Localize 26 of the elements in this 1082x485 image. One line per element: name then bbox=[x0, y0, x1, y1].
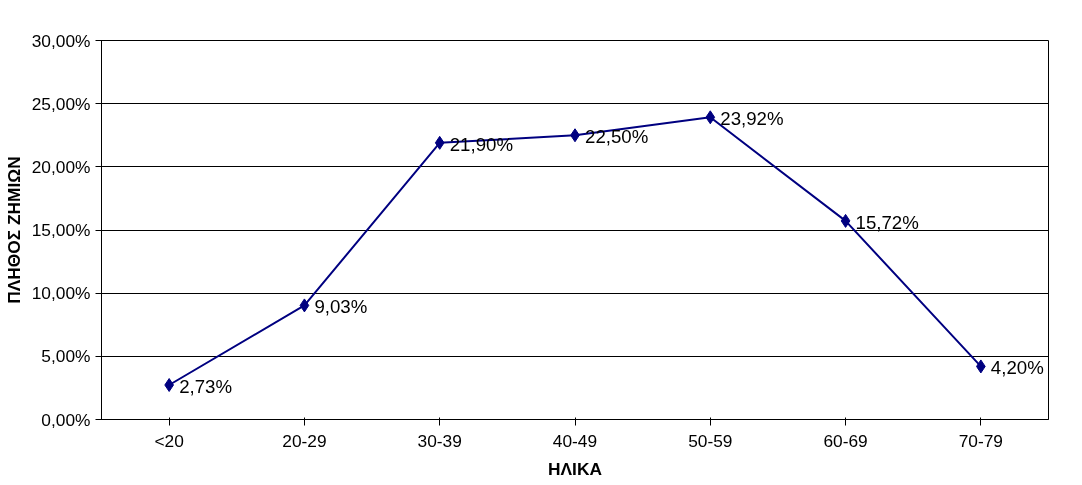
x-tick-label: 40-49 bbox=[552, 430, 598, 451]
x-tick-label: <20 bbox=[154, 430, 184, 451]
x-tick-label: 60-69 bbox=[823, 430, 868, 451]
y-tick-label: 30,00% bbox=[31, 30, 91, 51]
x-tick-label: 20-29 bbox=[282, 430, 327, 451]
point bbox=[705, 110, 716, 125]
y-tick-label: 25,00% bbox=[31, 93, 91, 114]
x-tick-label: 50-59 bbox=[688, 430, 733, 451]
data-label: 2,73% bbox=[179, 376, 233, 398]
data-label: 4,20% bbox=[990, 357, 1044, 379]
point bbox=[434, 135, 445, 150]
x-tick-label: 70-79 bbox=[958, 430, 1004, 451]
data-label: 23,92% bbox=[720, 108, 784, 130]
y-tick-label: 15,00% bbox=[31, 220, 91, 240]
y-tick-label: 10,00% bbox=[31, 283, 91, 304]
x-tick-label: 30-39 bbox=[417, 430, 462, 451]
y-axis-title: ΠΛΗΘΟΣ ΖΗΜΙΩΝ bbox=[3, 156, 24, 304]
point bbox=[299, 298, 310, 313]
y-tick-label: 20,00% bbox=[31, 156, 91, 177]
y-tick-label: 0,00% bbox=[41, 409, 91, 430]
data-label: 22,50% bbox=[585, 126, 649, 148]
y-tick-label: 5,00% bbox=[41, 346, 91, 367]
data-label: 15,72% bbox=[855, 211, 919, 233]
x-axis-title: ΗΛΙΚΑ bbox=[548, 458, 603, 479]
data-label: 9,03% bbox=[314, 296, 368, 318]
point bbox=[840, 213, 851, 228]
